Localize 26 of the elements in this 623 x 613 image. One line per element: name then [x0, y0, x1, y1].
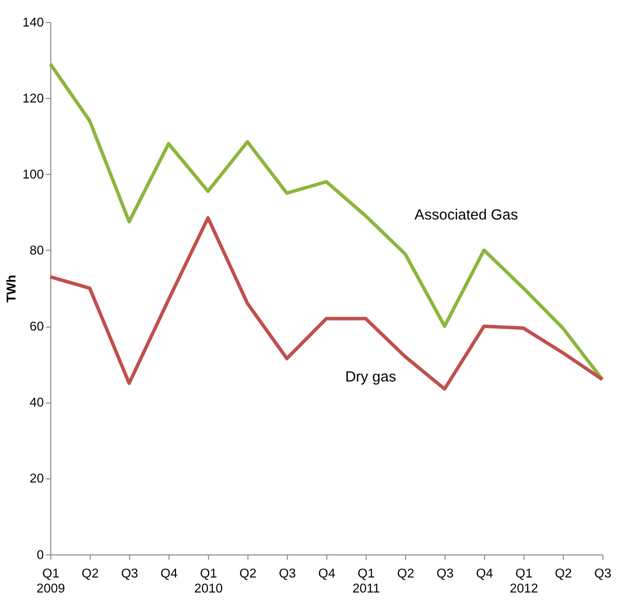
x-tick-label: Q1 2012	[510, 566, 538, 596]
x-tick-label: Q1 2011	[352, 566, 380, 596]
y-tick-label: 120	[22, 90, 44, 106]
x-tick-label: Q3	[121, 566, 138, 581]
x-tick-label: Q2	[82, 566, 99, 581]
x-tick-label: Q1 2010	[194, 566, 223, 596]
x-tick-label: Q1 2009	[36, 566, 65, 596]
y-tick-label: 80	[30, 242, 44, 258]
y-axis-title: TWh	[4, 274, 19, 303]
y-tick-label: 40	[30, 394, 44, 410]
text: Associated Gas	[414, 207, 518, 224]
x-tick-label: Q4	[318, 566, 336, 581]
x-tick-label: Q4	[160, 566, 178, 581]
x-tick-label: Q3	[278, 566, 296, 581]
x-tick-label: Q2	[239, 566, 256, 581]
y-tick-label: 60	[30, 318, 44, 334]
x-tick-label: Q4	[476, 566, 494, 581]
y-tick-label: 0	[36, 546, 44, 562]
x-tick-label: Q3	[594, 566, 612, 581]
series-label: Dry gas	[345, 369, 396, 386]
y-tick-label: 20	[30, 470, 44, 486]
y-tick-label: 140	[22, 14, 44, 30]
x-tick-label: Q2	[397, 566, 414, 581]
x-tick-label: Q3	[436, 566, 454, 581]
y-tick-label: 100	[22, 166, 44, 182]
x-tick-label: Q2	[554, 566, 572, 581]
